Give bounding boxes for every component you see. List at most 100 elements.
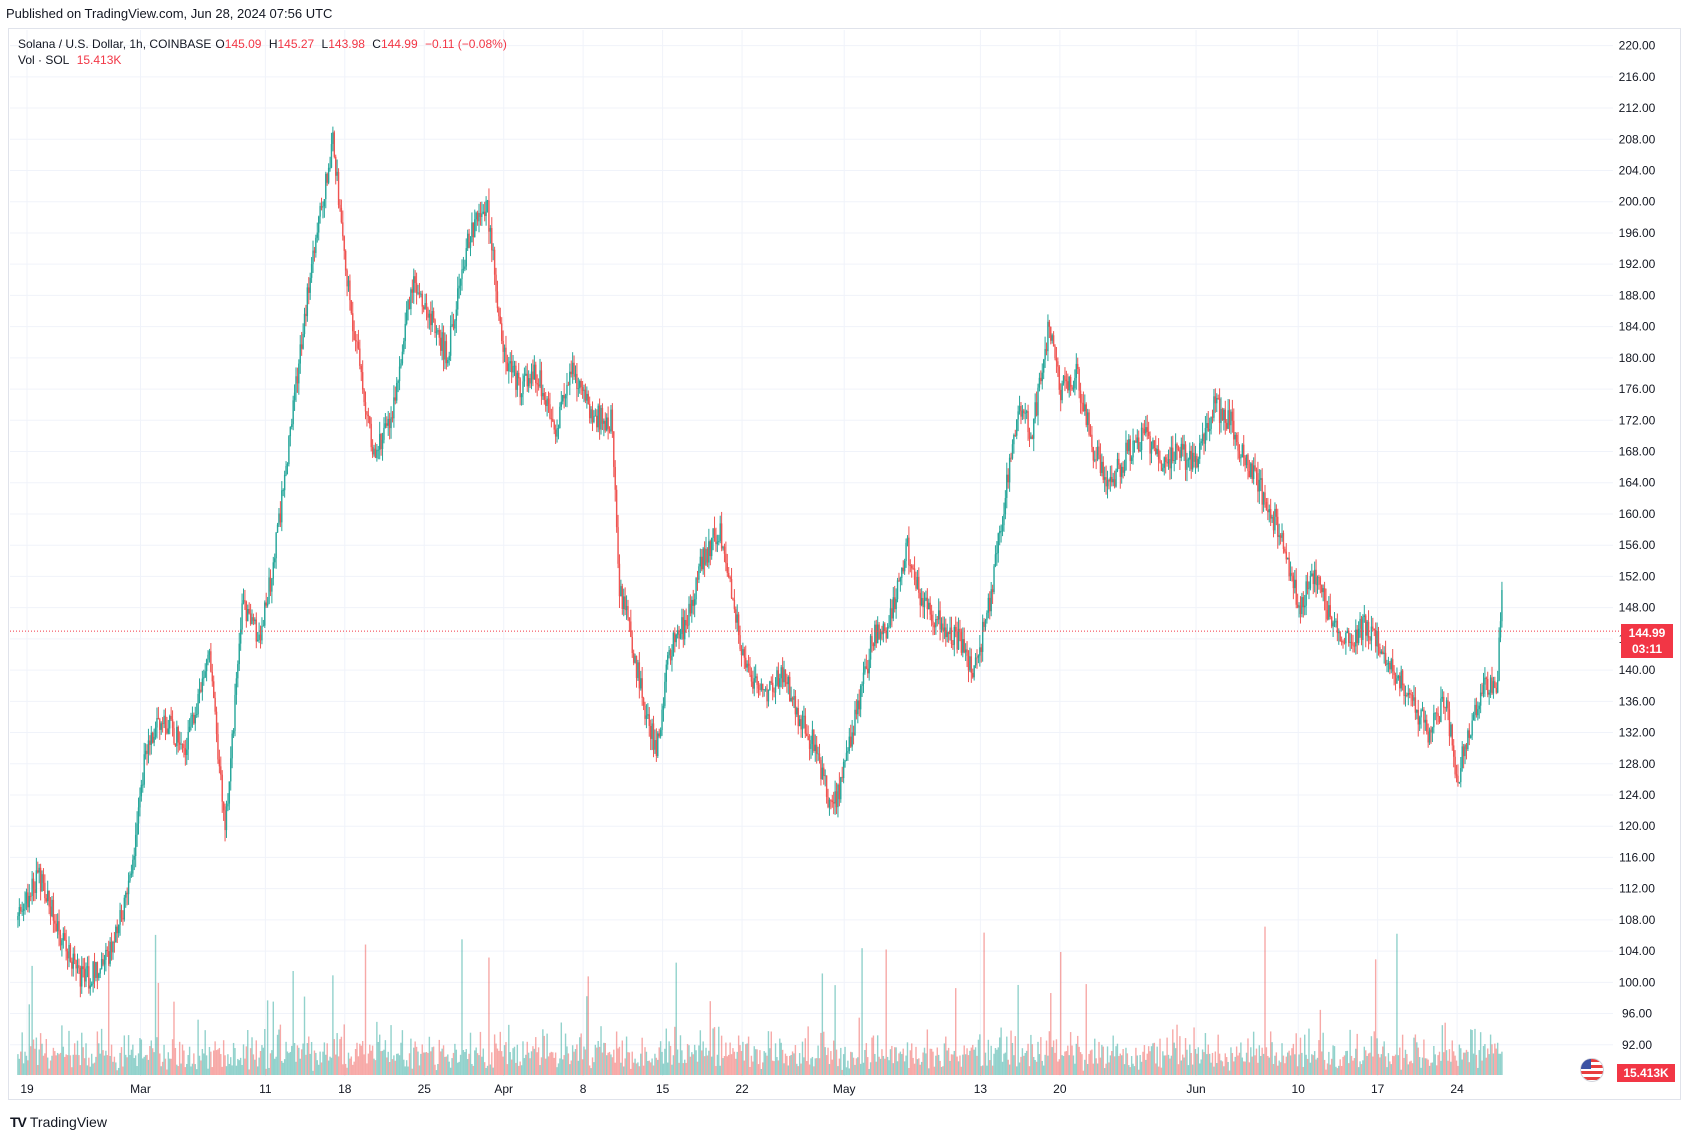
volume-bar bbox=[537, 1047, 540, 1075]
volume-bar bbox=[272, 1001, 274, 1075]
volume-bar bbox=[76, 1040, 79, 1075]
volume-bar bbox=[1068, 1055, 1070, 1075]
candle-body bbox=[430, 313, 432, 326]
candle-body bbox=[725, 553, 727, 564]
candle-body bbox=[754, 676, 757, 679]
volume-bar bbox=[24, 1051, 26, 1075]
volume-bar bbox=[1279, 1062, 1282, 1075]
candle-body bbox=[584, 389, 587, 401]
candle-body bbox=[198, 689, 201, 695]
volume-bar bbox=[1379, 1057, 1381, 1075]
volume-bar bbox=[1071, 1045, 1073, 1075]
candle-body bbox=[445, 341, 448, 364]
candle-body bbox=[1125, 442, 1127, 471]
candle-body bbox=[1431, 727, 1434, 733]
candle-body bbox=[306, 287, 309, 317]
volume-bar bbox=[791, 1051, 794, 1075]
volume-bar bbox=[1184, 1038, 1187, 1075]
volume-label[interactable]: Vol · SOL bbox=[18, 53, 70, 67]
candle-body bbox=[682, 617, 685, 640]
volume-bar bbox=[1470, 1029, 1472, 1075]
volume-bar bbox=[398, 1055, 401, 1075]
volume-bar bbox=[120, 1047, 123, 1075]
candle-body bbox=[330, 143, 333, 168]
price-tick-label: 96.00 bbox=[1622, 1007, 1652, 1021]
volume-bar bbox=[858, 1017, 860, 1075]
candle-body bbox=[597, 405, 599, 428]
candle-body bbox=[320, 206, 323, 208]
candle-body bbox=[1254, 465, 1256, 470]
volume-bar bbox=[983, 932, 985, 1075]
volume-bar bbox=[1196, 1053, 1198, 1075]
volume-bar bbox=[964, 1054, 967, 1075]
volume-bar bbox=[502, 1056, 504, 1075]
candle-body bbox=[993, 566, 995, 593]
low-value: 143.98 bbox=[328, 37, 365, 51]
volume-bar bbox=[1163, 1055, 1165, 1075]
volume-bar bbox=[291, 1045, 293, 1075]
candle-body bbox=[238, 643, 240, 665]
candle-body bbox=[242, 600, 245, 604]
volume-bar bbox=[1211, 1052, 1214, 1075]
candle-body bbox=[1004, 497, 1007, 515]
volume-bar bbox=[218, 1047, 221, 1075]
candle-body bbox=[874, 624, 876, 647]
candle-body bbox=[1133, 440, 1136, 442]
volume-bar bbox=[208, 1046, 211, 1075]
volume-bar bbox=[1105, 1063, 1107, 1075]
candle-body bbox=[323, 199, 326, 207]
candle-body bbox=[113, 941, 116, 943]
candle-body bbox=[1136, 437, 1139, 443]
volume-bar bbox=[1440, 1060, 1442, 1075]
volume-bar bbox=[1074, 1063, 1076, 1075]
change-value: −0.11 (−0.08%) bbox=[424, 37, 507, 51]
volume-bar bbox=[1282, 1055, 1285, 1075]
candle-body bbox=[1421, 709, 1424, 711]
volume-bar bbox=[1367, 1053, 1370, 1075]
candle-body bbox=[174, 743, 177, 747]
candle-body bbox=[234, 694, 236, 731]
candle-body bbox=[594, 415, 597, 417]
candle-body bbox=[1494, 681, 1496, 688]
volume-value: 15.413K bbox=[76, 53, 122, 67]
volume-bar bbox=[1149, 1051, 1151, 1075]
candle-body bbox=[293, 392, 296, 401]
candle-body bbox=[566, 384, 568, 396]
candle-body bbox=[1109, 476, 1112, 482]
us-flag-icon[interactable] bbox=[1580, 1058, 1604, 1082]
volume-bar bbox=[1061, 1055, 1063, 1075]
volume-bar bbox=[245, 1046, 248, 1075]
candle-body bbox=[1298, 605, 1300, 608]
volume-bar bbox=[390, 1025, 392, 1075]
volume-bar bbox=[66, 1055, 69, 1075]
candle-body bbox=[669, 650, 672, 661]
volume-bar bbox=[160, 1066, 162, 1075]
candle-body bbox=[1355, 629, 1357, 647]
symbol-title[interactable]: Solana / U.S. Dollar, 1h, COINBASE bbox=[18, 37, 212, 51]
volume-bar bbox=[312, 1070, 314, 1075]
candle-body bbox=[835, 791, 838, 808]
candle-body bbox=[1332, 622, 1334, 627]
volume-bar bbox=[1187, 1065, 1190, 1075]
volume-bar bbox=[48, 1068, 50, 1075]
candle-body bbox=[381, 439, 384, 449]
candle-body bbox=[1000, 530, 1002, 532]
candle-body bbox=[747, 663, 750, 666]
candle-body bbox=[777, 670, 780, 687]
volume-bar bbox=[869, 1062, 872, 1075]
volume-bar bbox=[258, 1057, 260, 1075]
volume-bar bbox=[127, 1035, 130, 1075]
volume-bar bbox=[540, 1057, 543, 1075]
volume-bar bbox=[466, 1059, 469, 1075]
candle-body bbox=[1268, 509, 1270, 513]
volume-bar bbox=[915, 1046, 917, 1075]
candle-body bbox=[780, 667, 782, 679]
candle-body bbox=[1167, 459, 1170, 464]
footer-brand[interactable]: TV TradingView bbox=[10, 1114, 107, 1130]
candle-body bbox=[481, 213, 483, 217]
candle-body bbox=[706, 549, 709, 563]
volume-bar bbox=[479, 1031, 482, 1075]
candle-body bbox=[146, 750, 148, 754]
volume-bar bbox=[956, 1056, 958, 1075]
